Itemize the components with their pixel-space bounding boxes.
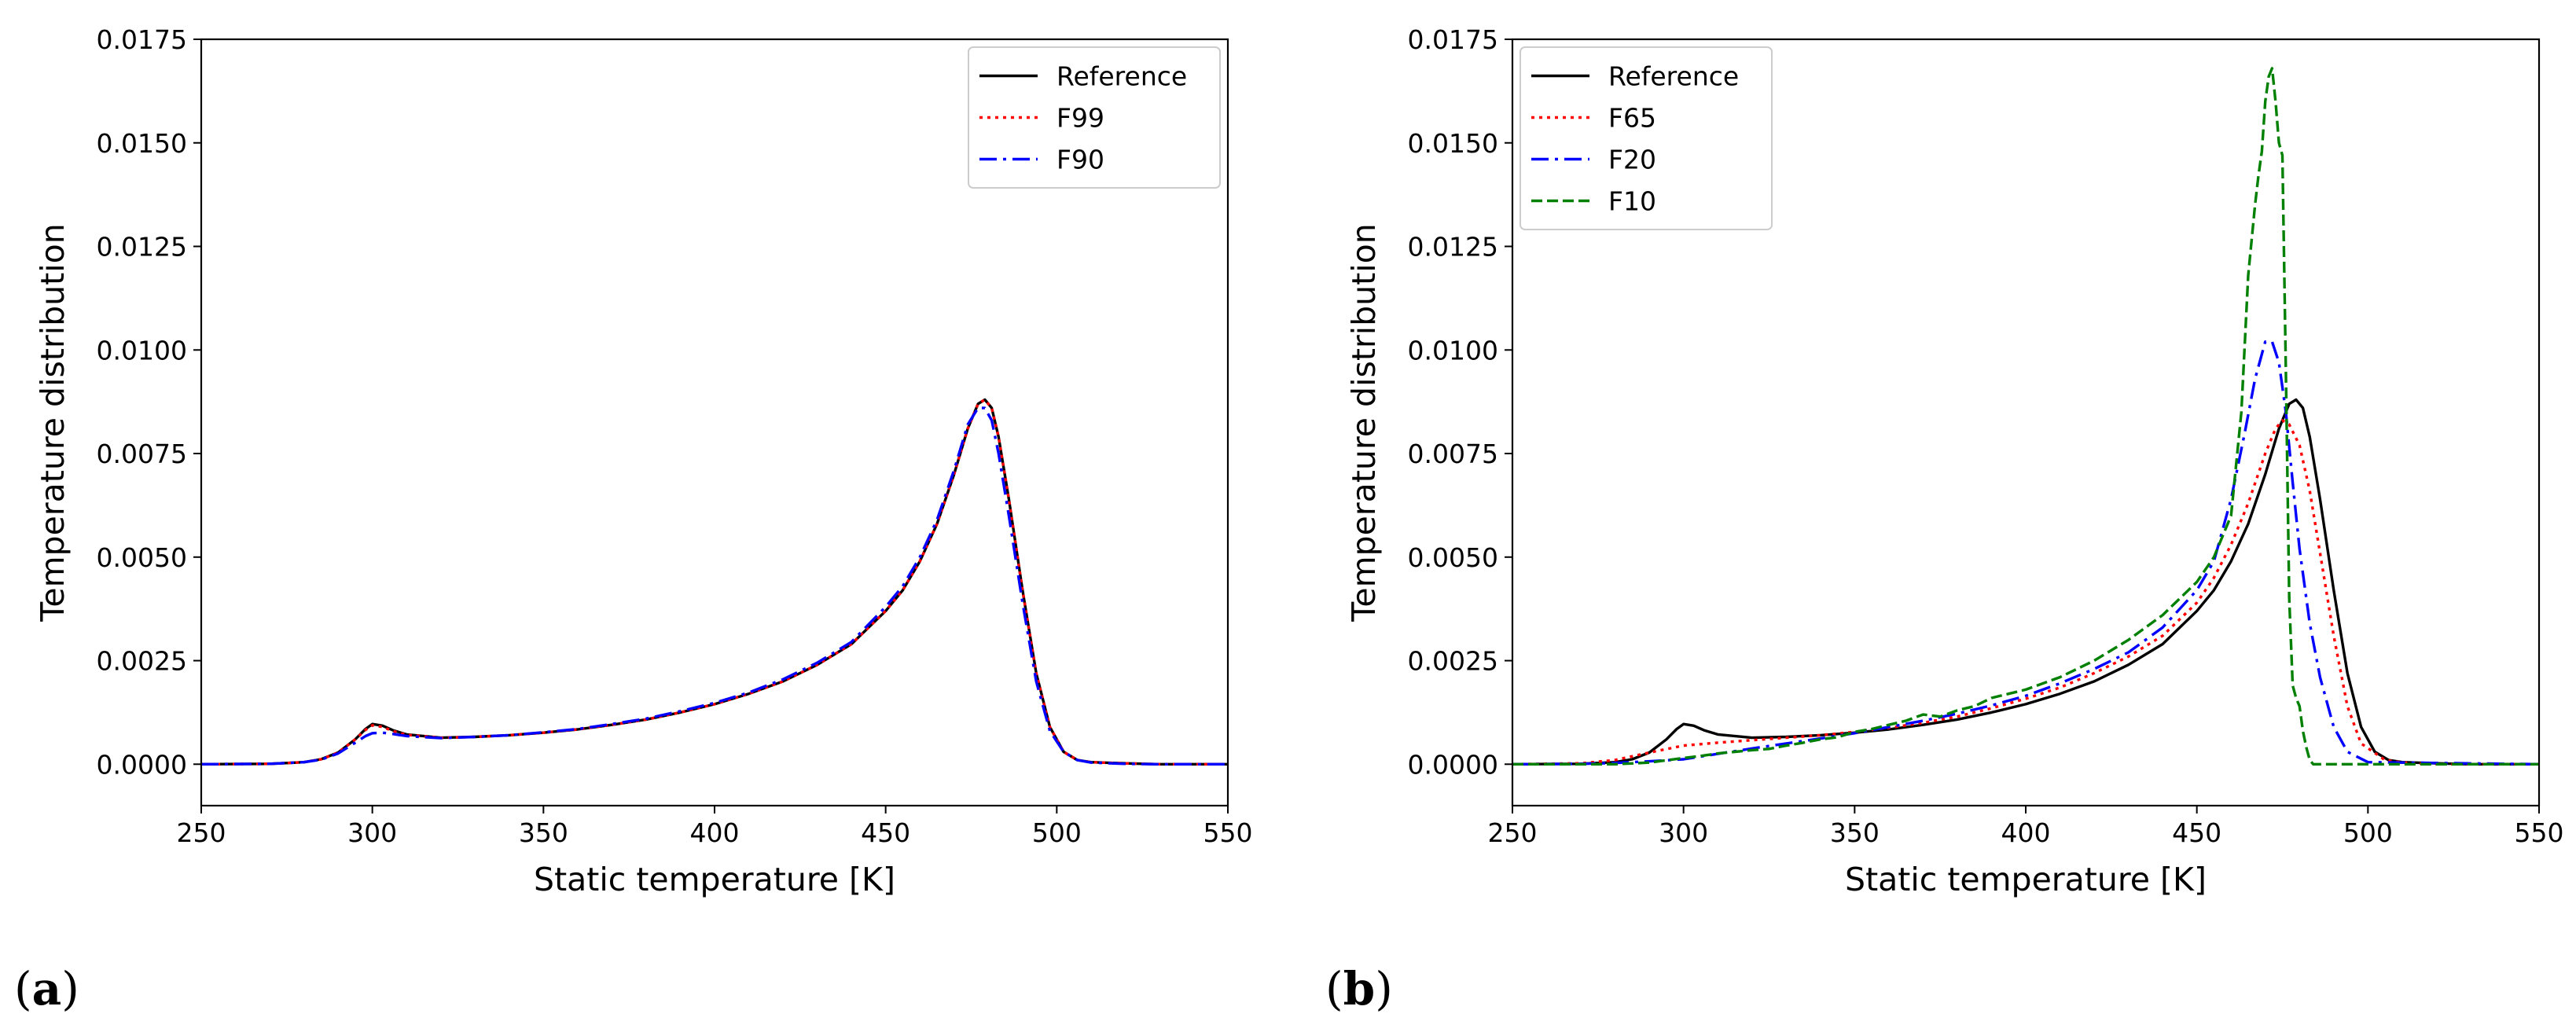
panel-label: (b) [1325,962,1393,1015]
y-tick-label: 0.0025 [1408,646,1498,677]
series-line-f90 [201,406,1228,766]
legend-box [968,46,1221,189]
legend-label-reference: Reference [1608,61,1739,92]
y-tick-label: 0.0175 [1408,24,1498,55]
legend-label-reference: Reference [1056,61,1187,92]
legend: Reference F65 F20 F10 [1520,46,1773,230]
x-tick-label: 450 [861,817,910,848]
panel-label: (a) [14,962,79,1015]
series-line-reference [1512,398,2539,766]
y-tick-label: 0.0100 [97,335,187,365]
y-tick-label: 0.0025 [97,646,187,677]
x-tick-label: 250 [1488,817,1538,848]
series-line-f65 [1512,419,2539,766]
y-tick-label: 0.0050 [97,542,187,573]
x-tick-label: 400 [2001,817,2051,848]
y-tick-label: 0.0175 [97,24,187,55]
legend-label-f10: F10 [1608,186,1656,217]
panel-a: 250 300 350 400 450 500 550 0.0000 0.0025 0.0050 0… [14,24,1253,1015]
legend-label-f65: F65 [1608,103,1656,134]
series-line-f10 [1512,67,2539,766]
x-tick-label: 300 [1659,817,1708,848]
series-line-f99 [201,398,1228,766]
y-tick-label: 0.0125 [1408,232,1498,263]
y-tick-label: 0.0150 [1408,128,1498,159]
legend-label-f90: F90 [1056,145,1104,175]
y-tick-label: 0.0000 [1408,749,1498,780]
y-tick-label: 0.0075 [1408,439,1498,469]
legend-box [1520,46,1773,230]
x-tick-label: 450 [2172,817,2221,848]
x-tick-label: 400 [690,817,740,848]
series-line-f20 [1512,340,2539,766]
x-tick-label: 500 [1032,817,1082,848]
x-axis-label: Static temperature [K] [1845,861,2207,898]
legend-label-f20: F20 [1608,145,1656,175]
x-tick-label: 250 [177,817,226,848]
y-tick-label: 0.0150 [97,128,187,159]
x-axis-label: Static temperature [K] [534,861,895,898]
legend: Reference F99 F90 [968,46,1221,189]
legend-label-f99: F99 [1056,103,1104,134]
x-tick-label: 350 [519,817,568,848]
x-tick-label: 300 [347,817,397,848]
x-tick-label: 500 [2343,817,2393,848]
x-tick-label: 550 [1203,817,1253,848]
y-axis-label: Temperature distribution [34,223,72,622]
y-tick-label: 0.0050 [1408,542,1498,573]
y-tick-label: 0.0100 [1408,335,1498,365]
y-tick-label: 0.0000 [97,749,187,780]
y-tick-label: 0.0125 [97,232,187,263]
y-axis-label: Temperature distribution [1345,223,1383,622]
plot-area [201,398,1228,766]
x-tick-label: 550 [2515,817,2564,848]
x-tick-label: 350 [1830,817,1880,848]
plot-area [1512,67,2539,766]
panel-b: 250 300 350 400 450 500 550 0.0000 0.0025 0.0050 0… [1325,24,2564,1015]
y-tick-label: 0.0075 [97,439,187,469]
